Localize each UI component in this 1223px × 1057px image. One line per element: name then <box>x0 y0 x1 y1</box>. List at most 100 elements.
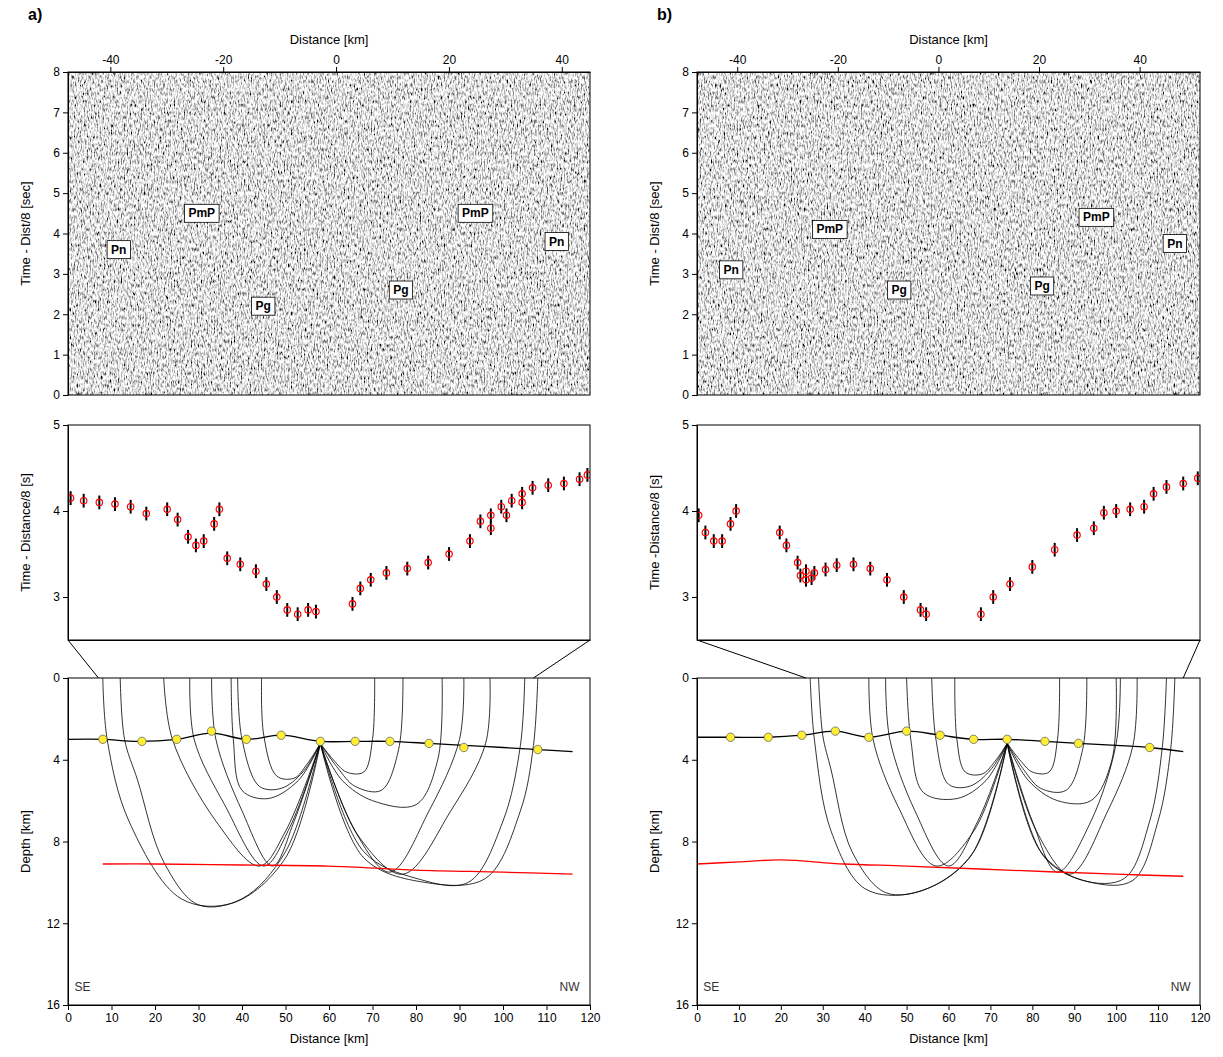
tick: 4 <box>682 227 697 241</box>
ray-path <box>1007 678 1116 804</box>
phase-label: Pg <box>389 281 412 299</box>
pick-point <box>990 594 996 600</box>
tick-label: 4 <box>682 504 689 518</box>
tick: 0 <box>936 53 943 72</box>
tick: 8 <box>53 835 68 849</box>
error-bar <box>177 513 179 527</box>
tick-mark <box>155 1005 156 1010</box>
ray-path <box>932 678 1007 788</box>
tick-mark <box>692 72 697 73</box>
error-bar <box>980 607 982 621</box>
plot-frame <box>68 425 590 640</box>
tick-label: 10 <box>733 1011 747 1025</box>
axis-line <box>68 426 69 641</box>
ray-path <box>164 678 321 866</box>
record-texture <box>697 72 1200 395</box>
tick-label: 1 <box>682 348 689 362</box>
panel-record-section: -40-2002040012345678Distance [km]Time - … <box>18 6 591 402</box>
tick-mark <box>692 234 697 235</box>
tick-label: 8 <box>53 835 60 849</box>
phase-label-text: Pn <box>724 263 739 277</box>
tick-label: 3 <box>682 267 689 281</box>
error-bar <box>218 502 220 516</box>
axis-line <box>698 640 1201 641</box>
pick-point <box>404 565 410 571</box>
pick-point <box>1163 484 1169 490</box>
tick-label: 5 <box>53 186 60 200</box>
tick-mark <box>460 1005 461 1010</box>
tick: 5 <box>682 186 697 200</box>
pick-point <box>201 538 207 544</box>
pick-point <box>349 601 355 607</box>
error-bar <box>114 497 116 511</box>
tick: 6 <box>682 146 697 160</box>
tick-label: 7 <box>53 106 60 120</box>
tick-mark <box>329 1005 330 1010</box>
tick: 80 <box>1026 1005 1040 1025</box>
phase-label-text: Pn <box>549 235 564 249</box>
tick-mark <box>692 193 697 194</box>
tick-mark <box>110 67 111 72</box>
tick-mark <box>692 678 697 679</box>
pick-point <box>509 497 515 503</box>
obs-station <box>386 737 394 745</box>
tick-label: 8 <box>682 65 689 79</box>
error-bar <box>1153 487 1155 501</box>
tick-mark <box>63 112 68 113</box>
axis-line <box>69 72 591 73</box>
tick-mark <box>503 1005 504 1010</box>
pick-point <box>702 529 708 535</box>
tick-mark <box>63 153 68 154</box>
y-axis: 0481216 <box>47 671 69 1012</box>
tick: 7 <box>682 106 697 120</box>
tick-label: 80 <box>410 1011 424 1025</box>
tick: -20 <box>215 53 233 72</box>
tick-label: 40 <box>1133 53 1147 67</box>
plot-area <box>697 678 1183 895</box>
tick-mark <box>838 67 839 72</box>
pick-point <box>357 585 363 591</box>
tick: 0 <box>333 53 340 72</box>
tick-mark <box>781 1005 782 1010</box>
tick-mark <box>373 1005 374 1010</box>
pick-point <box>850 561 856 567</box>
tick: 5 <box>53 186 68 200</box>
tick: 8 <box>53 65 68 79</box>
pick-point <box>803 568 809 574</box>
pick-point <box>477 518 483 524</box>
tick-mark <box>336 67 337 72</box>
pick-point <box>488 512 494 518</box>
obs-station <box>865 733 873 741</box>
corner-label: SE <box>703 980 719 994</box>
interface-line <box>103 864 573 874</box>
tick-mark <box>692 112 697 113</box>
y-axis-title: Time -Distance/8 [s] <box>647 475 662 590</box>
error-bar <box>145 507 147 521</box>
error-bar <box>187 530 189 544</box>
tick: 50 <box>900 1005 914 1025</box>
tick-mark <box>949 1005 950 1010</box>
x-axis-title: Distance [km] <box>909 32 988 47</box>
pick-point <box>978 611 984 617</box>
pick-point <box>917 607 923 613</box>
ray-path <box>320 678 403 792</box>
phase-label-box <box>1163 235 1186 253</box>
error-bar <box>213 517 215 531</box>
error-bar <box>130 500 132 514</box>
obs-station <box>1074 739 1082 747</box>
tick-label: -20 <box>215 53 233 67</box>
error-bar <box>1143 500 1145 514</box>
pick-point <box>777 529 783 535</box>
tick-label: 110 <box>537 1011 556 1025</box>
tick-label: 4 <box>53 504 60 518</box>
phase-label-box <box>107 241 130 259</box>
panel-record-section: -40-2002040012345678Distance [km]Time - … <box>647 6 1201 402</box>
error-bar <box>869 562 871 576</box>
tick: 4 <box>682 753 697 767</box>
tick-label: 6 <box>53 146 60 160</box>
pick-point <box>733 508 739 514</box>
phase-label-box <box>389 281 412 299</box>
tick-label: 0 <box>65 1011 72 1025</box>
pick-point <box>368 577 374 583</box>
error-bar <box>825 563 827 577</box>
